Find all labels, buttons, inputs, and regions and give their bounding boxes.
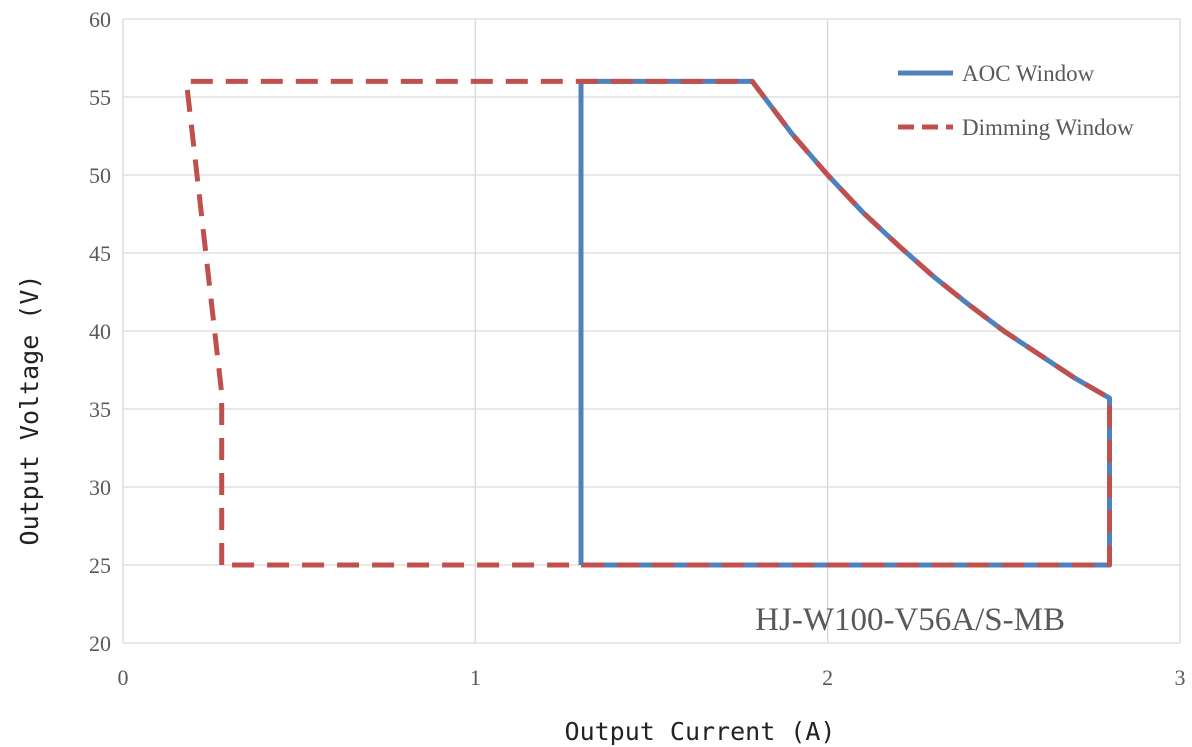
grid — [122, 18, 1181, 644]
y-axis-title: Output Voltage (V) — [15, 275, 44, 546]
legend-label-dimming-window: Dimming Window — [962, 115, 1134, 140]
y-tick-label: 35 — [89, 397, 111, 422]
y-tick-label: 45 — [89, 241, 111, 266]
y-tick-label: 55 — [89, 85, 111, 110]
x-tick-label: 1 — [470, 665, 481, 690]
legend: AOC Window Dimming Window — [898, 61, 1134, 140]
x-tick-label: 3 — [1175, 665, 1186, 690]
legend-label-aoc-window: AOC Window — [962, 61, 1095, 86]
series-lines — [183, 78, 1112, 568]
y-tick-label: 25 — [89, 553, 111, 578]
y-tick-labels: 20 25 30 35 40 45 50 55 60 — [89, 7, 111, 656]
x-tick-label: 2 — [822, 665, 833, 690]
x-tick-labels: 0 1 2 3 — [118, 665, 1186, 690]
aoc-window-line — [578, 78, 1112, 568]
y-tick-label: 40 — [89, 319, 111, 344]
x-tick-label: 0 — [118, 665, 129, 690]
y-tick-label: 20 — [89, 631, 111, 656]
y-tick-label: 60 — [89, 7, 111, 32]
y-tick-label: 50 — [89, 163, 111, 188]
dimming-window-line — [183, 78, 1112, 568]
chart-annotation: HJ-W100-V56A/S-MB — [755, 602, 1065, 638]
x-axis-title: Output Current (A) — [565, 717, 836, 746]
y-tick-label: 30 — [89, 475, 111, 500]
